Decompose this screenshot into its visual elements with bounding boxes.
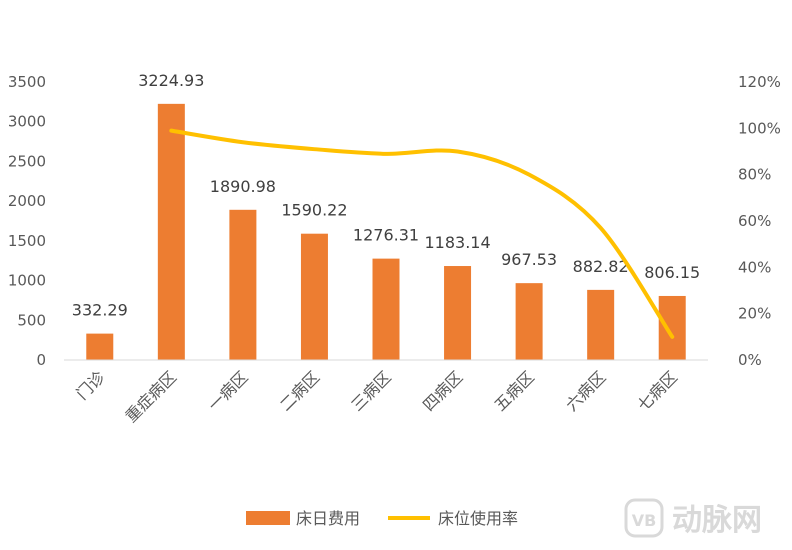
- left-axis-tick-label: 2500: [8, 152, 46, 170]
- right-y-axis: 0% 20% 40% 60% 80% 100% 120%: [738, 73, 781, 369]
- category-label: 二病区: [276, 367, 323, 414]
- bar: [658, 295, 686, 360]
- category-label: 门诊: [73, 367, 109, 403]
- left-axis-tick-label: 3500: [8, 73, 46, 91]
- bar: [587, 289, 615, 360]
- bar-data-label: 3224.93: [138, 71, 204, 90]
- legend-swatch-bar: [246, 511, 290, 525]
- bar: [300, 233, 328, 360]
- watermark-logo-icon: [624, 498, 664, 538]
- category-label: 四病区: [419, 367, 466, 414]
- bar: [229, 209, 257, 360]
- plot-area: 332.29 3224.93 1890.98 1590.22 1276.31 1183.1…: [64, 71, 708, 361]
- legend-label-line: 床位使用率: [438, 509, 518, 528]
- right-axis-tick-label: 60%: [738, 212, 771, 230]
- left-y-axis: 0 500 1000 1500 2000 2500 3000 3500: [8, 73, 46, 369]
- left-axis-tick-label: 2000: [8, 192, 46, 210]
- category-label: 重症病区: [121, 367, 180, 426]
- left-axis-tick-label: 3000: [8, 113, 46, 131]
- legend-label-bar: 床日费用: [296, 509, 360, 528]
- right-axis-tick-label: 120%: [738, 73, 781, 91]
- left-axis-tick-label: 1000: [8, 272, 46, 290]
- bar-data-label: 1183.14: [424, 233, 490, 252]
- bar: [515, 283, 543, 360]
- bar-data-label: 882.82: [573, 257, 629, 276]
- bar-data-label: 967.53: [501, 250, 557, 269]
- left-axis-tick-label: 0: [36, 351, 46, 369]
- bar-data-label: 1890.98: [210, 177, 276, 196]
- legend: 床日费用 床位使用率: [246, 509, 518, 528]
- bar-data-label: 1590.22: [281, 201, 347, 220]
- watermark-text: 动脉网: [672, 503, 762, 538]
- right-axis-tick-label: 100%: [738, 119, 781, 137]
- bar: [157, 103, 185, 360]
- watermark: VB 动脉网: [624, 498, 762, 538]
- bar: [372, 258, 400, 360]
- left-axis-tick-label: 500: [17, 311, 46, 329]
- bar: [86, 333, 114, 360]
- bar-data-label: 332.29: [72, 301, 128, 320]
- category-label: 六病区: [562, 367, 609, 414]
- bar-data-label: 806.15: [644, 263, 700, 282]
- bar: [444, 266, 472, 360]
- right-axis-tick-label: 0%: [738, 351, 762, 369]
- left-axis-tick-label: 1500: [8, 232, 46, 250]
- category-label: 三病区: [347, 367, 394, 414]
- watermark-logo-text: VB: [632, 511, 657, 530]
- category-label: 一病区: [204, 367, 251, 414]
- category-label: 五病区: [491, 367, 538, 414]
- right-axis-tick-label: 20%: [738, 305, 771, 323]
- right-axis-tick-label: 80%: [738, 166, 771, 184]
- category-axis: 门诊 重症病区 一病区 二病区 三病区 四病区 五病区 六病区 七病区: [73, 367, 682, 426]
- category-label: 七病区: [634, 367, 681, 414]
- right-axis-tick-label: 40%: [738, 258, 771, 276]
- bar-data-label: 1276.31: [353, 226, 419, 245]
